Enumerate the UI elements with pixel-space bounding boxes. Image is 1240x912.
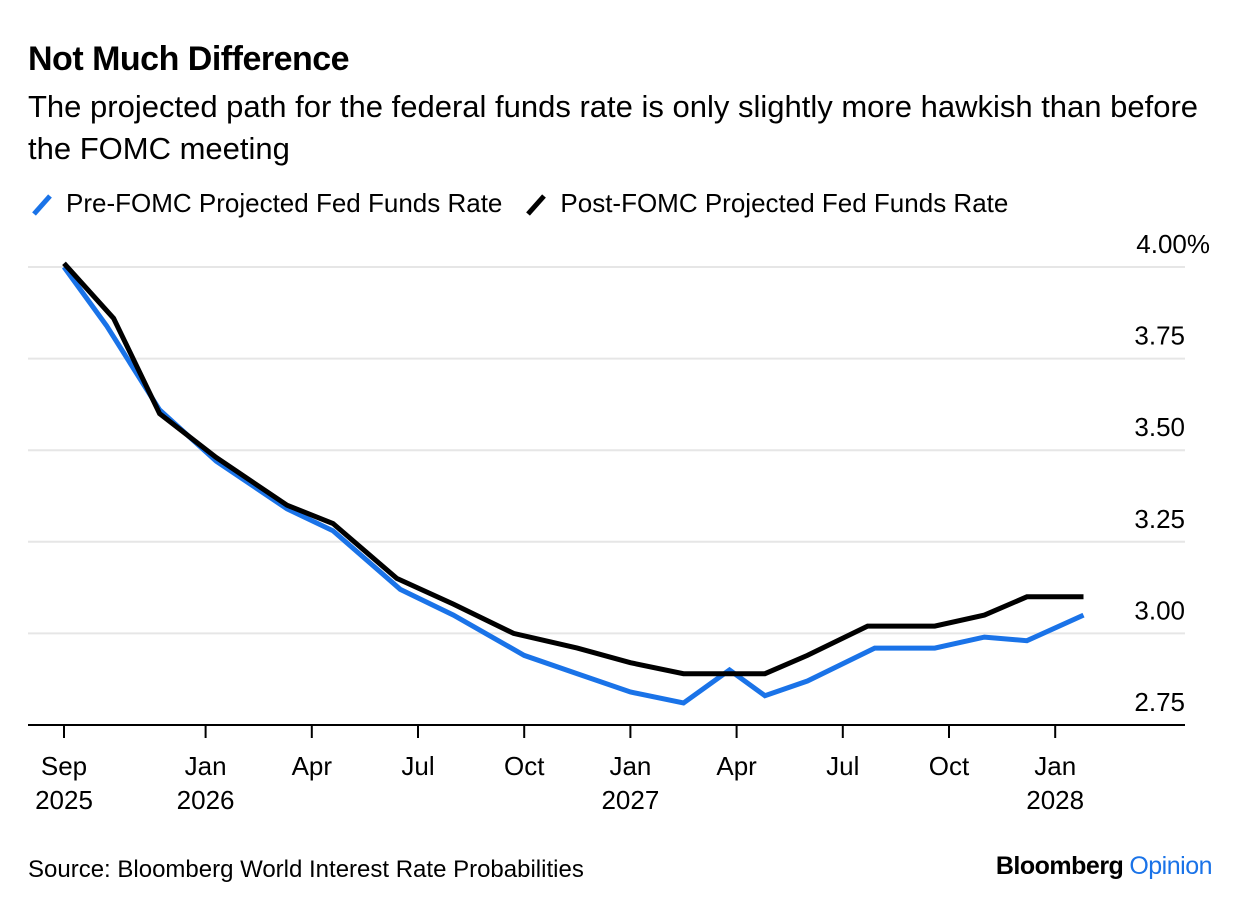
x-tick-label: Jan <box>1034 751 1076 781</box>
legend-swatch-post <box>526 193 547 216</box>
y-tick-label: 2.75 <box>1134 687 1185 717</box>
legend-label-post: Post-FOMC Projected Fed Funds Rate <box>560 188 1009 218</box>
x-tick-year-label: 2025 <box>35 785 93 815</box>
legend: Pre-FOMC Projected Fed Funds Rate Post-F… <box>28 188 1028 219</box>
legend-item-post: Post-FOMC Projected Fed Funds Rate <box>522 188 1008 219</box>
x-tick-label: Oct <box>504 751 545 781</box>
series-line-post-fomc <box>62 261 1084 677</box>
x-tick-label: Apr <box>292 751 333 781</box>
y-tick-label: 3.00 <box>1134 595 1185 625</box>
legend-item-pre: Pre-FOMC Projected Fed Funds Rate <box>28 188 502 219</box>
chart-subtitle: The projected path for the federal funds… <box>28 89 1199 166</box>
x-tick-label: Jan <box>185 751 227 781</box>
x-tick-label: Jul <box>826 751 859 781</box>
x-tick-year-label: 2027 <box>601 785 659 815</box>
y-tick-label: 3.25 <box>1134 504 1185 534</box>
x-tick-label: Oct <box>929 751 970 781</box>
brand-logo: Bloomberg Opinion <box>995 852 1213 881</box>
brand-bloomberg: Bloomberg <box>995 852 1124 880</box>
series-line-pre-fomc <box>61 265 1085 706</box>
legend-swatch-pre <box>32 193 52 216</box>
source-note: Source: Bloomberg World Interest Rate Pr… <box>28 856 584 883</box>
chart-title: Not Much Difference <box>28 40 350 78</box>
x-tick-label: Jul <box>401 751 434 781</box>
x-tick-label: Apr <box>716 751 757 781</box>
x-tick-label: Jan <box>609 751 651 781</box>
y-tick-label: 4.00% <box>1136 229 1210 259</box>
brand-opinion: Opinion <box>1129 852 1212 880</box>
y-tick-label: 3.50 <box>1134 412 1185 442</box>
x-tick-year-label: 2028 <box>1026 785 1084 815</box>
y-tick-label: 3.75 <box>1134 321 1185 351</box>
legend-label-pre: Pre-FOMC Projected Fed Funds Rate <box>66 188 503 218</box>
x-tick-label: Sep <box>41 751 87 781</box>
x-tick-year-label: 2026 <box>177 785 235 815</box>
